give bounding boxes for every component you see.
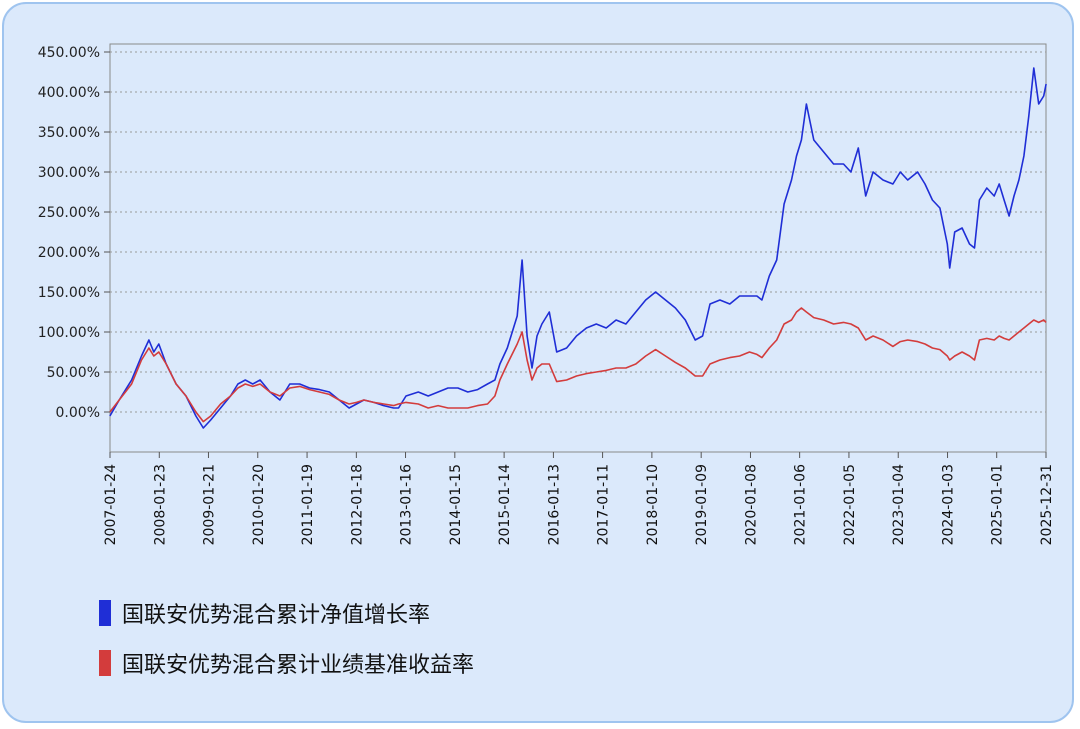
x-tick-label: 2018-01-10 [645,464,661,545]
y-tick-label: 250.00% [38,205,100,221]
y-tick-label: 350.00% [38,125,100,141]
y-tick-label: 150.00% [38,285,100,301]
x-tick-label: 2015-01-14 [497,464,513,545]
legend-label-benchmark: 国联安优势混合累计业绩基准收益率 [122,653,474,678]
x-tick-label: 2019-01-09 [694,464,710,545]
y-tick-label: 50.00% [47,365,100,381]
y-tick-label: 100.00% [38,325,100,341]
plot-area [109,43,1047,453]
legend: 国联安优势混合累计净值增长率 国联安优势混合累计业绩基准收益率 [99,600,474,678]
y-tick-label: 200.00% [38,245,100,261]
grid-lines [110,51,1046,413]
x-tick-label: 2007-01-24 [103,464,119,545]
x-tick-label: 2008-01-23 [152,464,168,545]
series-lines [109,67,1047,429]
x-tick-label: 2021-01-06 [793,464,809,545]
x-tick-label: 2023-01-04 [891,464,907,545]
x-axis-ticks: 2007-01-24 2008-01-23 2009-01-21 2010-01-20… [103,452,1055,545]
x-tick-label: 2013-01-16 [399,464,415,545]
x-tick-label: 2016-01-13 [546,464,562,545]
y-tick-label: 450.00% [38,45,100,61]
x-tick-label: 2009-01-21 [201,464,217,545]
x-tick-label: 2025-01-01 [990,464,1006,545]
x-tick-label: 2024-01-03 [941,464,957,545]
y-axis-ticks: 0.00% 50.00% 100.00% 150.00% 200.00% 250.00% 3… [38,45,110,421]
line-chart: 0.00% 50.00% 100.00% 150.00% 200.00% 250.00% 3… [38,43,1055,678]
x-tick-label: 2017-01-11 [596,464,612,545]
x-tick-label: 2012-01-18 [349,464,365,545]
legend-swatch-red [99,650,111,676]
series-line-nav-growth [109,67,1047,429]
x-tick-label: 2022-01-05 [842,464,858,545]
legend-swatch-blue [99,600,111,626]
y-tick-label: 0.00% [56,405,100,421]
x-tick-label: 2014-01-15 [448,464,464,545]
x-tick-label: 2025-12-31 [1039,464,1055,545]
x-tick-label: 2011-01-19 [300,464,316,545]
x-tick-label: 2010-01-20 [251,464,267,545]
series-line-benchmark [109,307,1047,423]
legend-label-nav-growth: 国联安优势混合累计净值增长率 [122,603,430,628]
y-tick-label: 400.00% [38,85,100,101]
x-tick-label: 2020-01-08 [743,464,759,545]
y-tick-label: 300.00% [38,165,100,181]
